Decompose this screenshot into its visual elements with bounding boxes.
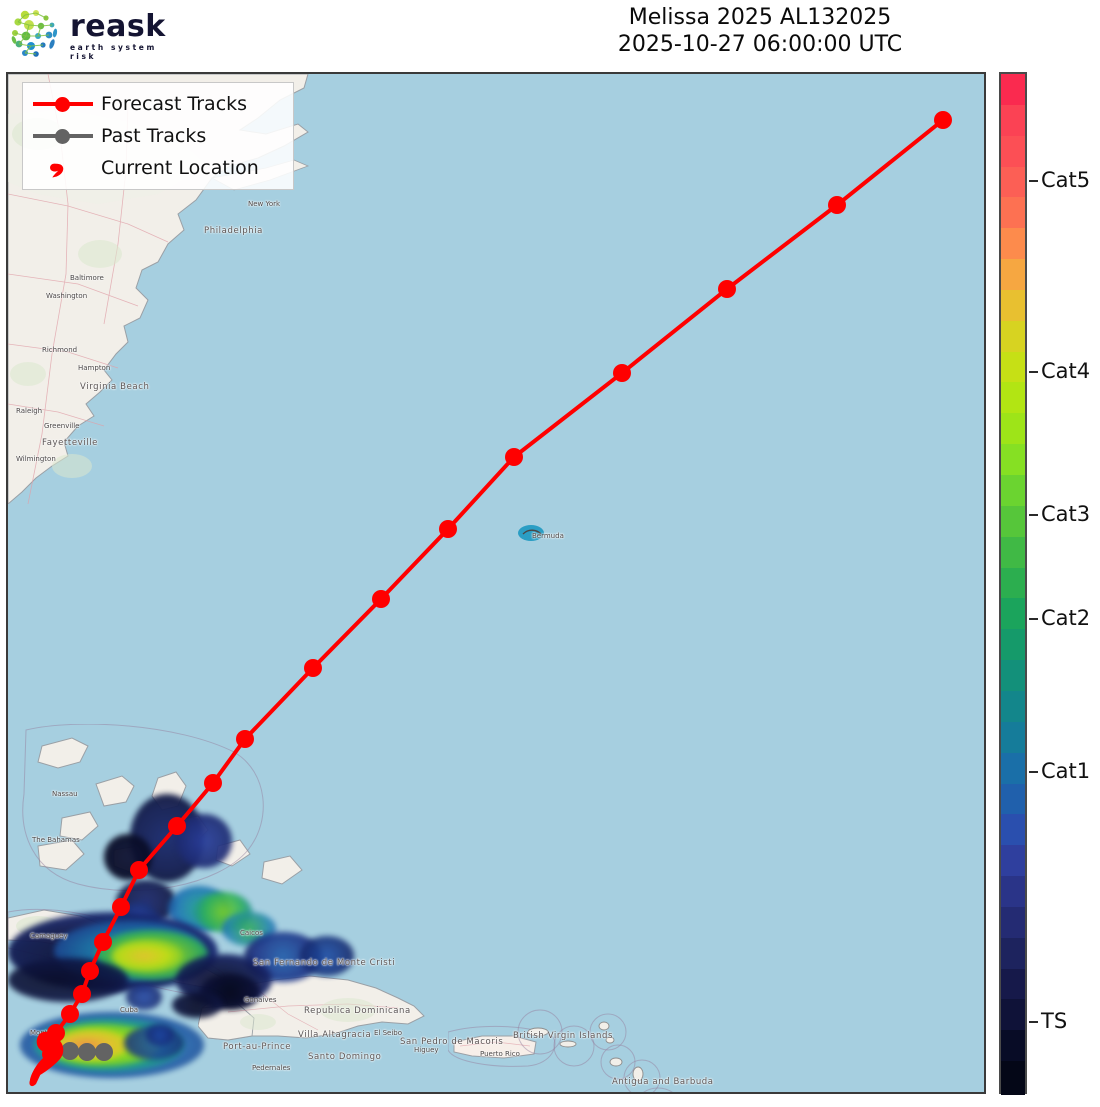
colorbar-segment	[1001, 259, 1025, 293]
colorbar-segment	[1001, 74, 1025, 108]
colorbar-segment	[1001, 721, 1025, 756]
colorbar-segment	[1001, 166, 1025, 200]
puerto-rico-land	[448, 1025, 556, 1067]
legend-item-forecast-tracks[interactable]: Forecast Tracks	[31, 88, 285, 120]
map-panel[interactable]: Washington Baltimore Richmond Hampton Virgin…	[6, 72, 986, 1094]
colorbar-segment	[1001, 351, 1025, 386]
colorbar-segment	[1001, 598, 1025, 632]
colorbar-segment	[1001, 783, 1025, 817]
page-title: Melissa 2025 AL132025 2025-10-27 06:00:0…	[430, 4, 1090, 58]
colorbar-segment	[1001, 505, 1025, 540]
past-track-point[interactable]	[95, 1043, 113, 1061]
colorbar-tick-label: Cat1	[1041, 759, 1091, 784]
past-track-point[interactable]	[61, 1042, 79, 1060]
globe-network-icon	[11, 10, 58, 57]
forecast-track-point[interactable]	[613, 364, 631, 382]
colorbar-segment	[1001, 536, 1025, 571]
colorbar-segment	[1001, 876, 1025, 910]
colorbar-tick-mark	[1029, 371, 1038, 374]
colorbar-segment	[1001, 475, 1025, 509]
forecast-track-markers	[42, 111, 952, 1063]
brand-logo: reask earth system risk	[8, 4, 188, 64]
forecast-track-point[interactable]	[372, 590, 390, 608]
colorbar-segment	[1001, 567, 1025, 601]
legend-item-current-location[interactable]: Current Location	[31, 152, 285, 184]
forecast-track-point[interactable]	[236, 730, 254, 748]
colorbar-tick-mark	[1029, 771, 1038, 774]
title-timestamp: 2025-10-27 06:00:00 UTC	[617, 32, 903, 57]
brand-name: reask	[70, 9, 166, 44]
colorbar-panel[interactable]: Cat5 Cat4 Cat3 Cat2 Cat1 TS	[999, 72, 1090, 1095]
legend-item-past-tracks[interactable]: Past Tracks	[31, 120, 285, 152]
colorbar-tick-label: Cat4	[1041, 359, 1091, 384]
forecast-track-point[interactable]	[204, 774, 222, 792]
colorbar-tick-label: TS	[1041, 1009, 1068, 1034]
past-track-point[interactable]	[78, 1043, 96, 1061]
colorbar-segment	[1001, 752, 1025, 787]
colorbar-segment	[1001, 629, 1025, 663]
forecast-track-point[interactable]	[112, 898, 130, 916]
map-legend: Forecast Tracks Past Tracks Current Loca…	[22, 82, 294, 190]
bermuda-land	[518, 525, 544, 541]
forecast-track-point[interactable]	[304, 659, 322, 677]
colorbar-tick-label: Cat2	[1041, 605, 1091, 630]
forecast-track-point[interactable]	[439, 520, 457, 538]
title-storm: Melissa 2025 AL132025	[628, 5, 892, 30]
colorbar-segment	[1001, 413, 1025, 447]
forecast-track-point[interactable]	[718, 280, 736, 298]
colorbar-tick-mark	[1029, 180, 1038, 183]
colorbar-tick-mark	[1029, 617, 1038, 620]
map-canvas: Washington Baltimore Richmond Hampton Virgin…	[8, 74, 984, 1092]
bahamas-land	[22, 724, 303, 892]
colorbar-segment	[1001, 135, 1025, 170]
colorbar-segment	[1001, 197, 1025, 231]
hurricane-icon	[31, 155, 95, 181]
colorbar-segment	[1001, 228, 1025, 262]
colorbar-segment	[1001, 968, 1025, 1002]
colorbar-segment	[1001, 690, 1025, 725]
colorbar-tick-label: Cat3	[1041, 501, 1091, 526]
colorbar-segment	[1001, 906, 1025, 941]
colorbar-segment	[1001, 814, 1025, 848]
forecast-track-point[interactable]	[73, 985, 91, 1003]
colorbar-segment	[1001, 444, 1025, 478]
storm-track-layer	[29, 111, 952, 1087]
colorbar-segment	[1001, 999, 1025, 1033]
forecast-track-point[interactable]	[94, 933, 112, 951]
colorbar-segment	[1001, 660, 1025, 694]
lesser-antilles-land	[517, 1009, 673, 1092]
past-track-markers	[61, 1042, 113, 1061]
colorbar-segment	[1001, 382, 1025, 416]
colorbar-segment	[1001, 1030, 1025, 1064]
brand-tagline: earth system risk	[70, 43, 157, 61]
forecast-track-point[interactable]	[934, 111, 952, 129]
colorbar-segment	[1001, 289, 1025, 324]
colorbar-tick-label: Cat5	[1041, 168, 1091, 193]
legend-label-forecast: Forecast Tracks	[101, 93, 248, 115]
forecast-track-point[interactable]	[168, 817, 186, 835]
legend-label-current: Current Location	[101, 157, 259, 179]
brand-wordmark: reask earth system risk	[70, 9, 188, 62]
forecast-track-line	[49, 118, 945, 1055]
colorbar-segment	[1001, 937, 1025, 972]
colorbar-segment	[1001, 845, 1025, 879]
current-location-marker	[29, 1031, 64, 1087]
colorbar-segment	[1001, 104, 1025, 139]
forecast-track-point[interactable]	[130, 861, 148, 879]
colorbar-segment	[1001, 1061, 1025, 1095]
colorbar-tick-mark	[1029, 513, 1038, 516]
forecast-track-point[interactable]	[505, 448, 523, 466]
forecast-track-point[interactable]	[828, 196, 846, 214]
past-track-swatch	[31, 123, 95, 149]
colorbar-gradient	[999, 72, 1027, 1095]
page-header: reask earth system risk Melissa 2025 AL1…	[0, 0, 1100, 70]
forecast-track-point[interactable]	[81, 962, 99, 980]
colorbar-segment	[1001, 320, 1025, 355]
forecast-track-point[interactable]	[61, 1005, 79, 1023]
colorbar-tick-mark	[1029, 1021, 1038, 1024]
legend-label-past: Past Tracks	[101, 125, 207, 147]
forecast-track-swatch	[31, 91, 95, 117]
